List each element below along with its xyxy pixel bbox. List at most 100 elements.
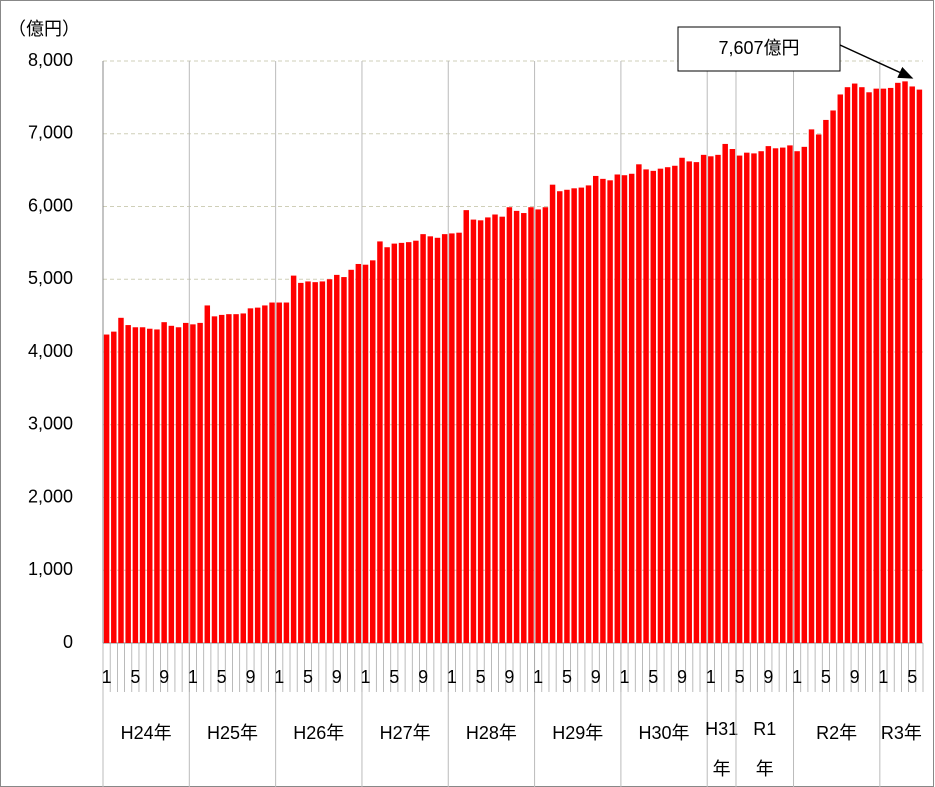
bar: [902, 81, 908, 644]
bar: [312, 282, 318, 643]
bar: [564, 189, 570, 643]
bar: [823, 119, 829, 644]
x-tick-label: 5: [907, 667, 917, 687]
x-tick-label: 5: [130, 667, 140, 687]
x-group-label: R2年: [816, 723, 857, 743]
bar: [715, 154, 721, 643]
y-tick-label: 8,000: [28, 50, 73, 70]
bar: [679, 157, 685, 643]
bar: [492, 214, 498, 643]
x-tick-label: 1: [619, 667, 629, 687]
bar: [341, 277, 347, 643]
x-tick-label: 9: [677, 667, 687, 687]
x-tick-label: 9: [504, 667, 514, 687]
bar: [161, 322, 167, 643]
x-tick-label: 1: [274, 667, 284, 687]
x-tick-label: 1: [361, 667, 371, 687]
y-tick-label: 6,000: [28, 195, 73, 215]
bar: [758, 151, 764, 643]
bar: [571, 188, 577, 643]
bar: [182, 322, 189, 643]
bar: [413, 240, 419, 643]
annotation-arrow: [839, 44, 914, 79]
x-group-label: H27年: [380, 723, 431, 743]
bar: [204, 305, 211, 643]
bar: [384, 247, 390, 644]
bar: [628, 173, 635, 643]
bar: [147, 328, 153, 643]
bar: [765, 146, 772, 643]
bar: [801, 146, 808, 643]
bar: [334, 274, 340, 643]
bar: [657, 168, 664, 644]
bar: [190, 324, 196, 643]
bar: [477, 220, 484, 643]
bar: [269, 302, 275, 643]
bar: [233, 314, 239, 643]
bar: [542, 207, 549, 644]
bar: [549, 184, 556, 644]
bar: [391, 243, 398, 644]
bar: [211, 316, 218, 643]
x-tick-label: 5: [389, 667, 399, 687]
y-tick-label: 0: [63, 632, 73, 652]
bar: [880, 88, 887, 643]
bar: [197, 322, 203, 643]
bar: [859, 87, 865, 643]
x-group-label: 年: [713, 759, 731, 779]
bar: [175, 327, 182, 643]
bar: [887, 87, 894, 644]
x-tick-label: 1: [447, 667, 457, 687]
bar: [111, 331, 117, 643]
bar: [118, 317, 124, 643]
x-group-label: H25年: [207, 723, 258, 743]
bar: [456, 232, 462, 643]
bar: [844, 87, 851, 643]
bar: [377, 241, 383, 644]
bar: [283, 302, 290, 643]
bar: [355, 263, 362, 643]
bar: [636, 164, 642, 643]
x-tick-label: 5: [821, 667, 831, 687]
bar: [866, 92, 872, 644]
bar: [772, 148, 779, 644]
x-tick-label: 9: [591, 667, 601, 687]
bar: [650, 170, 656, 644]
bar: [700, 154, 707, 643]
bar: [780, 147, 786, 643]
x-tick-label: 5: [648, 667, 658, 687]
bar: [305, 281, 311, 643]
bar: [736, 155, 743, 643]
x-tick-label: 1: [878, 667, 888, 687]
bar: [470, 219, 477, 643]
bar: [247, 308, 254, 643]
x-tick-label: 5: [476, 667, 486, 687]
x-group-label: H24年: [121, 723, 172, 743]
bar: [528, 207, 534, 644]
x-group-label: H31: [705, 719, 738, 739]
x-tick-label: 5: [562, 667, 572, 687]
x-tick-label: 9: [763, 667, 773, 687]
y-axis-label: （億円）: [8, 19, 80, 39]
bar: [449, 233, 455, 644]
bar: [607, 180, 613, 643]
bar: [103, 334, 110, 643]
bar: [614, 174, 621, 644]
bar: [851, 83, 858, 644]
x-tick-label: 9: [332, 667, 342, 687]
bar: [643, 169, 649, 643]
bar: [254, 307, 261, 643]
bar: [744, 152, 750, 644]
x-tick-label: 5: [217, 667, 227, 687]
bar: [427, 236, 434, 643]
bar: [485, 217, 491, 643]
bar: [708, 156, 714, 644]
bar: [499, 216, 505, 643]
bar: [420, 234, 426, 643]
x-group-label: H30年: [639, 723, 690, 743]
bar: [787, 145, 793, 643]
bar: [262, 305, 268, 643]
bar: [751, 153, 757, 643]
x-group-label: H28年: [466, 723, 517, 743]
